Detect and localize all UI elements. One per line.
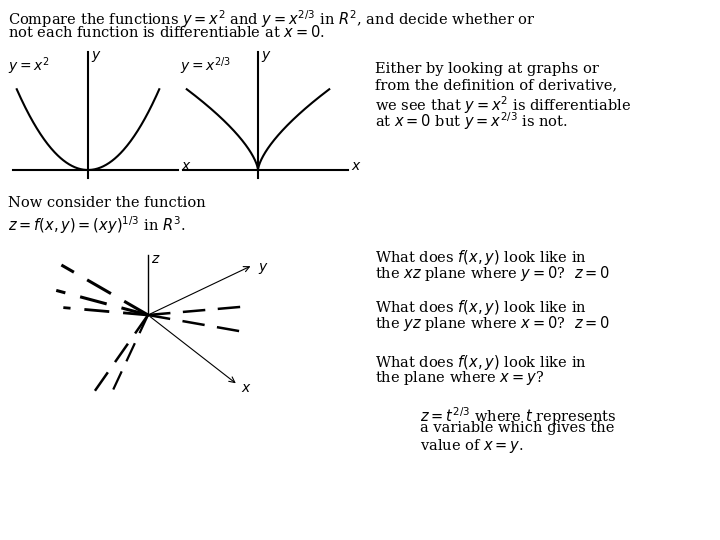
Text: Now consider the function: Now consider the function [8, 196, 206, 210]
Text: we see that $y=x^2$ is differentiable: we see that $y=x^2$ is differentiable [375, 94, 631, 116]
Text: $y$: $y$ [91, 49, 102, 64]
Text: $y$: $y$ [258, 260, 269, 275]
Text: $y=x^{2/3}$: $y=x^{2/3}$ [180, 55, 231, 77]
Text: $y=x^2$: $y=x^2$ [8, 55, 50, 77]
Text: $x$: $x$ [351, 159, 361, 173]
Text: What does $f(x,y)$ look like in: What does $f(x,y)$ look like in [375, 353, 587, 372]
Text: $z$: $z$ [151, 252, 161, 266]
Text: not each function is differentiable at $x=0$.: not each function is differentiable at $… [8, 24, 325, 40]
Text: the $yz$ plane where $x=0$?  $z=0$: the $yz$ plane where $x=0$? $z=0$ [375, 314, 610, 333]
Text: from the definition of derivative,: from the definition of derivative, [375, 78, 617, 92]
Text: the $xz$ plane where $y=0$?  $z=0$: the $xz$ plane where $y=0$? $z=0$ [375, 264, 610, 283]
Text: What does $f(x,y)$ look like in: What does $f(x,y)$ look like in [375, 298, 587, 317]
Text: $x$: $x$ [181, 159, 192, 173]
Text: $y$: $y$ [261, 49, 271, 64]
Text: Compare the functions $y=x^2$ and $y=x^{2/3}$ in $R^2$, and decide whether or: Compare the functions $y=x^2$ and $y=x^{… [8, 8, 536, 30]
Text: the plane where $x=y$?: the plane where $x=y$? [375, 369, 544, 387]
Text: at $x=0$ but $y=x^{2/3}$ is not.: at $x=0$ but $y=x^{2/3}$ is not. [375, 110, 568, 132]
Text: $x$: $x$ [241, 381, 252, 395]
Text: What does $f(x,y)$ look like in: What does $f(x,y)$ look like in [375, 248, 587, 267]
Text: value of $x=y$.: value of $x=y$. [420, 437, 524, 455]
Text: $z=f(x,y)=(xy)^{1/3}$ in $R^3$.: $z=f(x,y)=(xy)^{1/3}$ in $R^3$. [8, 214, 186, 235]
Text: $z=t^{2/3}$ where $t$ represents: $z=t^{2/3}$ where $t$ represents [420, 405, 616, 427]
Text: Either by looking at graphs or: Either by looking at graphs or [375, 62, 599, 76]
Text: a variable which gives the: a variable which gives the [420, 421, 614, 435]
